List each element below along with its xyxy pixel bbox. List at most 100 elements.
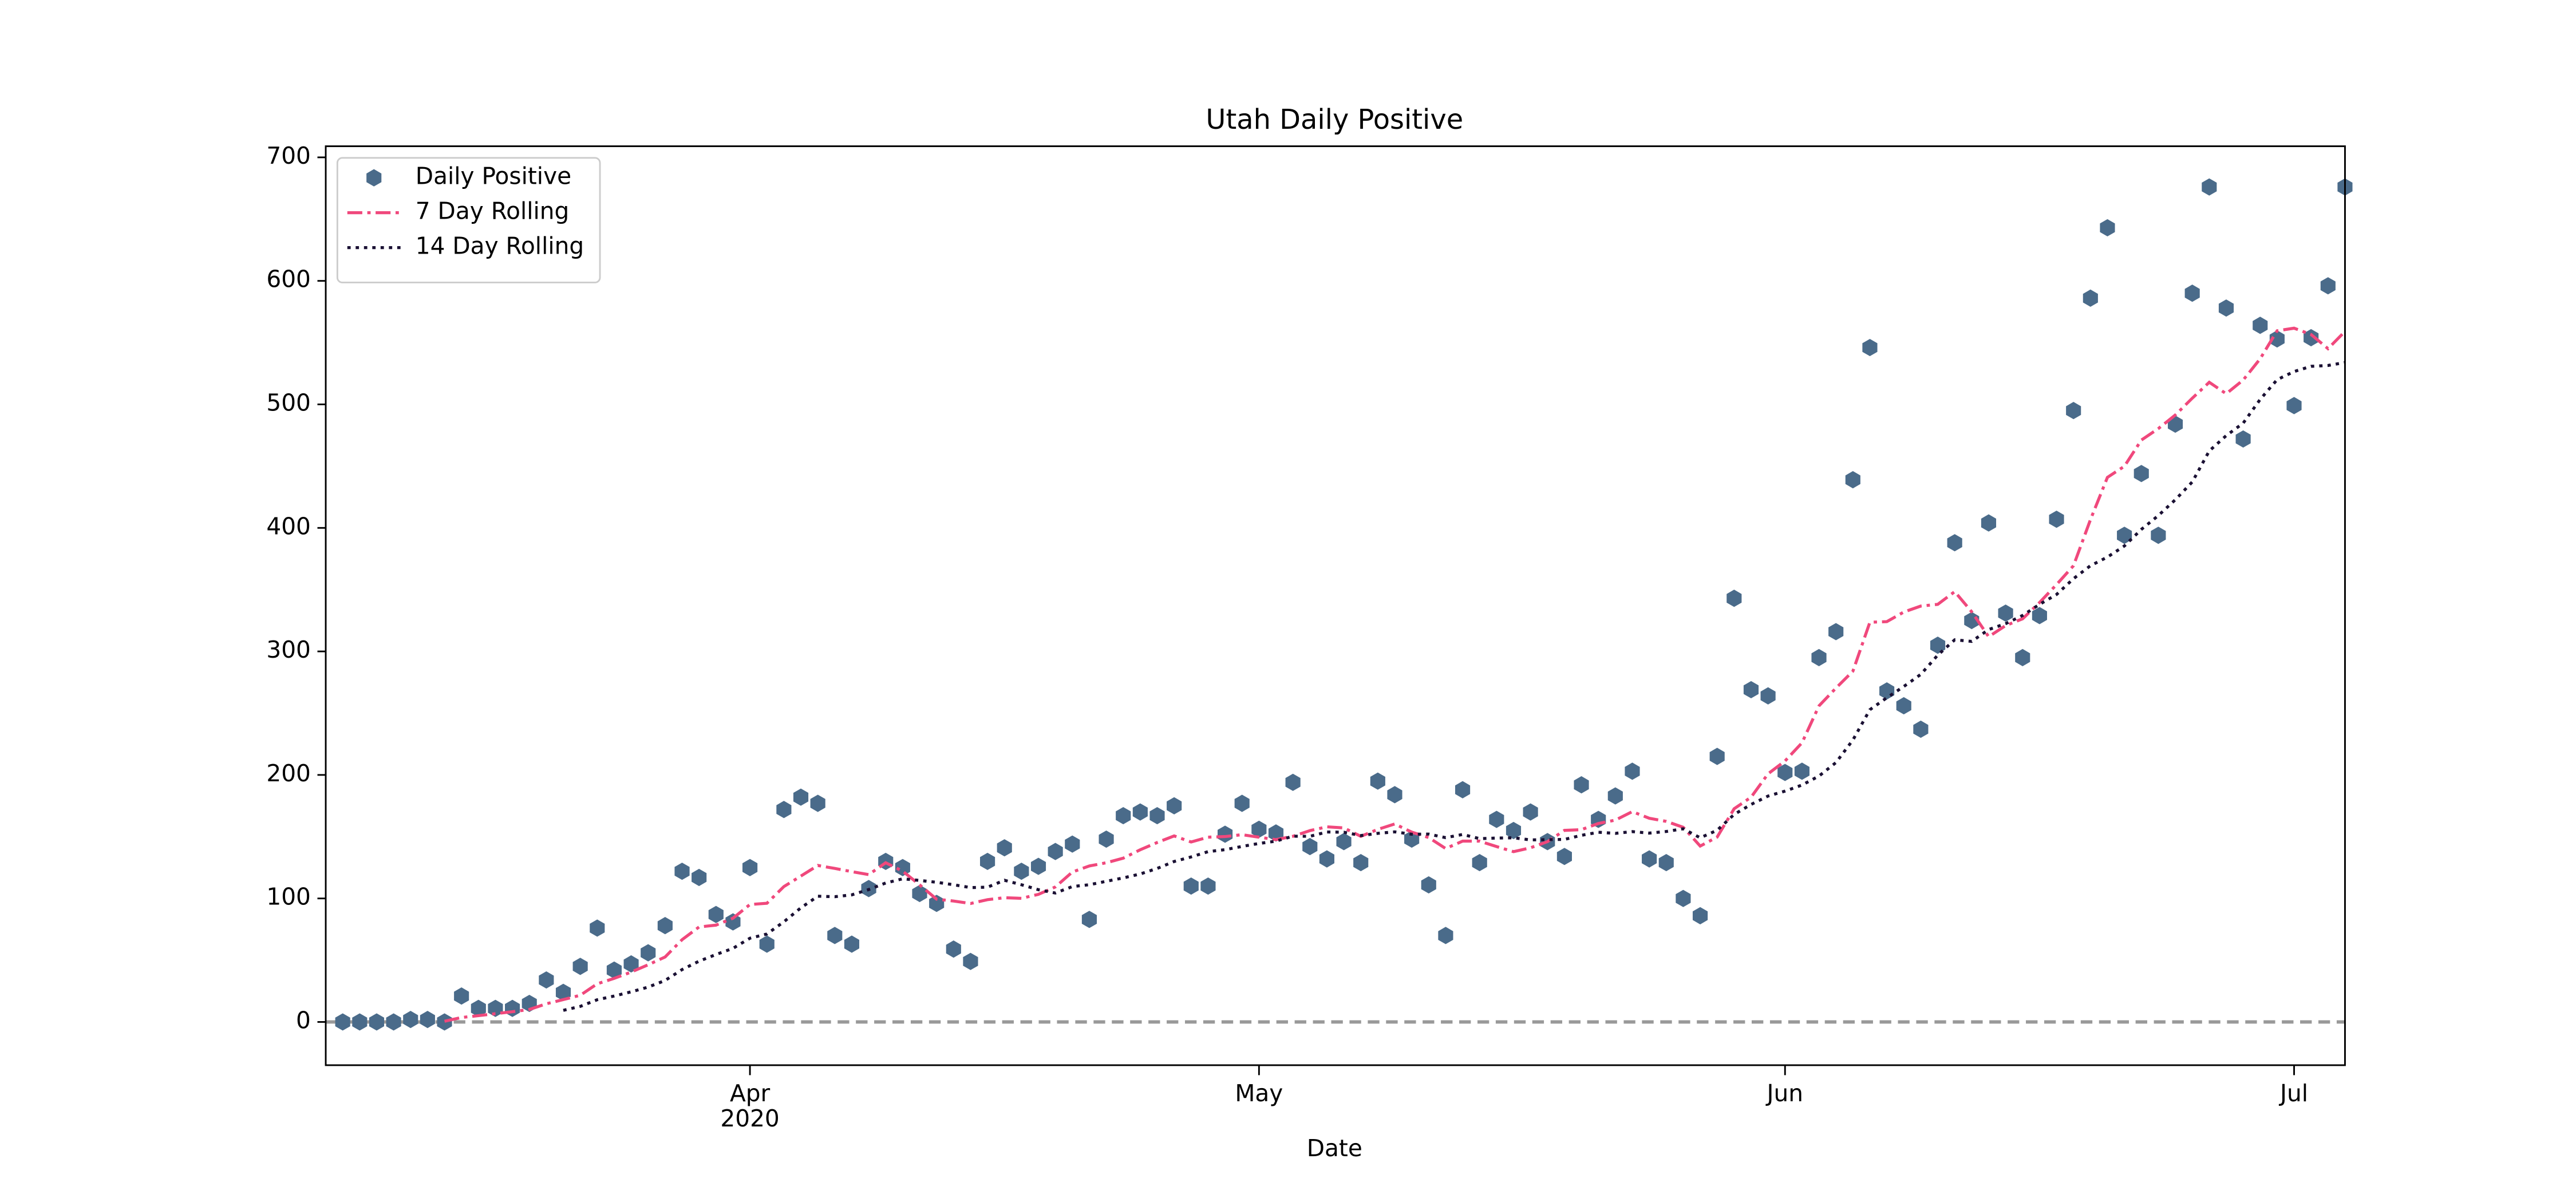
x-tick-label-line: May [1235,1080,1283,1107]
legend-label: Daily Positive [416,163,571,190]
data-point [1387,786,1402,804]
data-point [1947,534,1962,552]
data-point [692,868,707,887]
data-point [844,935,860,953]
data-point [2202,178,2217,196]
data-point [1709,748,1725,765]
data-point [2269,330,2285,348]
data-point [1268,824,1284,842]
data-point [1167,797,1182,814]
data-point [1285,773,1301,791]
data-point [946,940,961,958]
data-point [827,927,843,944]
data-point [471,999,486,1017]
data-point [793,788,809,806]
data-point [2117,527,2132,544]
data-point [352,1013,368,1031]
data-point [725,913,741,931]
y-tick-label: 100 [266,883,311,911]
x-tick-label: May [1235,1080,1283,1107]
x-tick-label: Apr 2020 [720,1080,779,1132]
data-point [420,1011,435,1029]
data-point [1065,835,1080,853]
data-point [1319,850,1334,868]
data-point [1658,853,1674,872]
data-point [2066,402,2081,420]
data-point [2032,607,2047,624]
data-point [1896,697,1911,715]
data-point [997,839,1012,857]
data-point [369,1013,385,1031]
data-point [1438,927,1453,944]
data-point [539,971,554,989]
data-point [555,983,571,1001]
y-tick-label: 400 [266,512,311,540]
data-point [590,919,605,937]
data-point [1998,604,2013,622]
data-point [1132,803,1148,821]
legend-box [336,157,601,284]
y-tick-label: 500 [266,389,311,416]
data-point [335,1013,350,1031]
data-point [759,935,775,953]
data-point [1472,853,1487,872]
x-tick-label: Jul [2278,1080,2308,1107]
data-point [674,863,690,880]
data-point [1099,830,1114,848]
data-point [2304,329,2319,347]
data-point [1777,764,1793,781]
y-tick-label: 200 [266,760,311,787]
data-point [895,859,910,876]
data-point [1556,848,1572,865]
data-point [1116,806,1131,825]
data-point [1030,857,1046,875]
data-point [1794,762,1809,780]
data-point [776,801,792,819]
data-point [1251,820,1267,838]
chart-title: Utah Daily Positive [1206,104,1463,136]
data-point [810,794,825,812]
data-point [2083,289,2098,307]
data-point [1455,781,1471,798]
data-point [2235,430,2251,448]
data-point [2253,317,2268,334]
data-point [912,884,927,903]
data-point [980,852,995,871]
legend-label: 7 Day Rolling [416,197,570,225]
y-tick-label: 600 [266,266,311,293]
data-point [2184,284,2200,302]
data-point [1981,514,1997,532]
data-point [386,1013,401,1031]
data-point [1676,889,1691,907]
data-line [563,361,2345,1012]
data-point [2320,277,2336,295]
data-point [2151,527,2166,544]
data-point [623,955,639,973]
data-point [1048,843,1063,860]
y-tick-label: 700 [266,142,311,169]
data-point [1625,762,1640,780]
data-point [2218,299,2234,317]
data-point [657,917,673,935]
data-point [1489,810,1504,828]
data-point [1845,471,1860,489]
data-point [488,999,503,1017]
x-axis-label: Date [1307,1134,1362,1162]
data-point [742,859,758,876]
data-point [2286,397,2302,414]
data-point [1726,590,1742,607]
x-tick-label-line: Jul [2278,1080,2308,1107]
x-tick-label: Jun [1765,1080,1803,1107]
data-point [1217,825,1233,843]
data-point [437,1013,452,1031]
data-point [2015,649,2030,666]
data-point [403,1011,418,1029]
data-point [1642,850,1657,868]
data-point [1421,876,1436,894]
data-point [1828,623,1844,640]
data-point [1743,681,1759,699]
legend-marker [366,169,382,187]
data-point [1014,863,1029,880]
